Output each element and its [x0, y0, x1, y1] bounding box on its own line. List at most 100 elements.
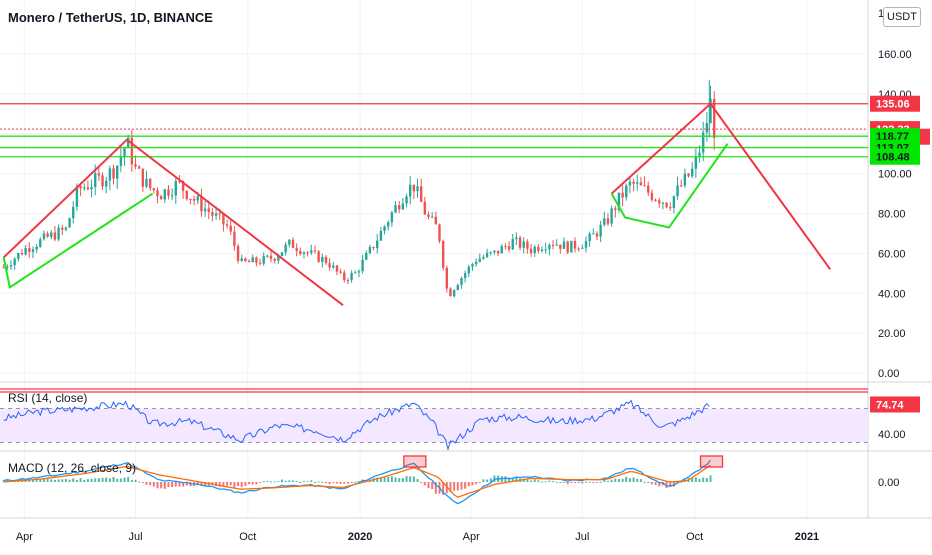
candle-body: [632, 181, 635, 184]
candle-body: [105, 180, 108, 187]
macd-histogram-bar: [632, 477, 635, 482]
candle-body: [306, 252, 309, 254]
candle-body: [427, 214, 430, 218]
candle-body: [148, 178, 152, 189]
macd-histogram-bar: [335, 482, 338, 484]
macd-histogram-bar: [511, 477, 514, 482]
candle-body: [529, 248, 533, 254]
candle-body: [496, 250, 500, 254]
macd-histogram-bar: [218, 482, 221, 487]
macd-histogram-bar: [464, 482, 467, 489]
candle-body: [313, 250, 317, 252]
candle-body: [701, 132, 705, 153]
macd-histogram-bar: [442, 482, 445, 495]
candle-body: [273, 258, 276, 261]
currency-button[interactable]: USDT: [883, 7, 921, 27]
candle-body: [467, 266, 470, 274]
macd-histogram-bar: [211, 482, 214, 485]
candle-body: [310, 250, 313, 253]
candle-body: [500, 246, 503, 254]
macd-histogram-bar: [475, 482, 478, 485]
candle-body: [192, 198, 196, 201]
macd-histogram-bar: [182, 482, 185, 487]
candle-body: [123, 148, 126, 157]
macd-histogram-bar: [64, 479, 67, 482]
candle-body: [61, 227, 64, 230]
candle-body: [474, 261, 478, 265]
macd-histogram-bar: [112, 477, 115, 482]
macd-histogram-bar: [50, 479, 53, 482]
candle-body: [482, 257, 485, 259]
macd-histogram-bar: [588, 481, 591, 483]
macd-histogram-bar: [610, 479, 613, 482]
candle-body: [101, 175, 104, 187]
macd-histogram-bar: [705, 477, 708, 482]
macd-histogram-bar: [185, 482, 188, 486]
macd-histogram-bar: [584, 481, 587, 483]
price-tick-label: 40.00: [878, 288, 906, 300]
macd-highlight-box: [403, 455, 427, 468]
macd-histogram-bar: [123, 477, 126, 482]
candle-body: [449, 288, 452, 297]
candle-body: [119, 156, 123, 166]
macd-histogram-bar: [467, 482, 470, 487]
macd-histogram-bar: [163, 482, 166, 489]
candle-body: [72, 206, 75, 219]
macd-histogram-bar: [354, 481, 357, 483]
macd-histogram-bar: [504, 476, 507, 482]
candle-body: [167, 189, 170, 196]
price-tick-label: 160.00: [878, 49, 912, 61]
candle-body: [42, 233, 46, 240]
macd-histogram-bar: [42, 478, 45, 482]
macd-histogram-bar: [460, 482, 463, 490]
candle-body: [236, 246, 240, 261]
macd-histogram-bar: [160, 482, 163, 489]
candle-body: [595, 233, 599, 237]
macd-histogram-bar: [57, 479, 60, 482]
macd-histogram-bar: [530, 480, 533, 482]
candle-body: [343, 272, 346, 281]
macd-histogram-bar: [412, 476, 415, 482]
macd-histogram-bar: [226, 482, 229, 486]
candle-body: [617, 192, 621, 210]
candle-body: [258, 262, 262, 264]
macd-histogram-bar: [672, 482, 675, 487]
macd-histogram-bar: [237, 482, 240, 487]
candle-body: [50, 232, 53, 237]
macd-histogram-bar: [215, 482, 218, 487]
macd-histogram-bar: [79, 478, 82, 482]
macd-histogram-bar: [482, 479, 485, 482]
macd-histogram-bar: [248, 482, 251, 485]
macd-histogram-bar: [617, 479, 620, 482]
macd-histogram-bar: [541, 481, 544, 483]
macd-histogram-bar: [178, 482, 181, 487]
macd-histogram-bar: [694, 477, 697, 482]
macd-histogram-bar: [390, 476, 393, 482]
time-tick-label: Apr: [463, 531, 480, 543]
green-trendline: [2, 192, 154, 289]
macd-histogram-bar: [6, 479, 9, 482]
candle-body: [357, 271, 361, 273]
macd-histogram-bar: [398, 478, 401, 482]
macd-histogram-bar: [592, 482, 595, 483]
macd-histogram-bar: [152, 482, 155, 487]
macd-histogram-bar: [244, 482, 247, 487]
candle-body: [181, 181, 185, 191]
candle-body: [390, 212, 394, 223]
candle-body: [368, 246, 372, 253]
macd-histogram-bar: [240, 482, 243, 488]
macd-histogram-bar: [383, 477, 386, 482]
candle-body: [387, 222, 390, 227]
candle-body: [588, 233, 591, 242]
macd-histogram-bar: [324, 482, 327, 483]
candle-body: [603, 218, 606, 225]
macd-histogram-bar: [116, 478, 119, 482]
macd-histogram-bar: [665, 482, 668, 489]
price-tick-label: 0.00: [878, 368, 899, 380]
rsi-line: [3, 399, 710, 451]
candle-body: [489, 252, 492, 254]
candle-body: [405, 196, 408, 204]
candle-body: [196, 196, 199, 201]
